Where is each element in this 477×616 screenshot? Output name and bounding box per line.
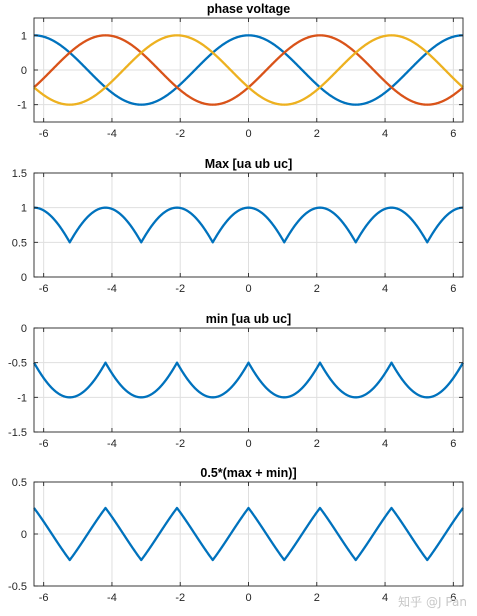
y-tick-label: -0.5 (8, 581, 27, 593)
x-tick-label: 0 (245, 592, 251, 604)
x-tick-label: -2 (175, 128, 185, 140)
y-tick-label: 0 (21, 323, 27, 335)
series-line-1 (33, 361, 464, 399)
y-tick-label: 1.5 (12, 168, 27, 180)
chart-panel-2: -6 -4 -2 0 2 4 6 0 0.5 1 1.5 Max [ua ub uc] (12, 157, 464, 295)
x-tick-label: -2 (175, 283, 185, 295)
x-tick-label: 0 (245, 438, 251, 450)
y-tick-label: 0.5 (12, 477, 27, 489)
chart-title: min [ua ub uc] (206, 312, 291, 326)
x-tick-label: 0 (245, 283, 251, 295)
y-tick-label: -0.5 (8, 358, 27, 370)
x-tick-label: -4 (107, 283, 117, 295)
chart-title: 0.5*(max + min)] (200, 466, 296, 480)
y-tick-label: -1 (17, 100, 27, 112)
x-tick-label: 6 (450, 128, 456, 140)
chart-title: Max [ua ub uc] (205, 157, 293, 171)
x-tick-label: 2 (314, 283, 320, 295)
x-tick-label: 0 (245, 128, 251, 140)
x-tick-label: 6 (450, 283, 456, 295)
x-tick-label: 2 (314, 592, 320, 604)
x-tick-label: -2 (175, 438, 185, 450)
x-tick-label: 6 (450, 438, 456, 450)
chart-title: phase voltage (207, 2, 290, 16)
chart-panel-3: -6 -4 -2 0 2 4 6 -1.5 -1 -0.5 0 min [ua ub uc] (8, 312, 464, 450)
y-tick-label: 1 (21, 30, 27, 42)
x-tick-label: 4 (382, 438, 388, 450)
watermark: 知乎 @J Pan (398, 595, 467, 609)
chart-panel-1: -6 -4 -2 0 2 4 6 -1 0 1 phase voltage (17, 2, 464, 140)
y-tick-label: 0 (21, 65, 27, 77)
x-tick-label: -4 (107, 128, 117, 140)
x-tick-label: -6 (39, 592, 49, 604)
x-tick-label: 4 (382, 283, 388, 295)
y-tick-label: 0.5 (12, 237, 27, 249)
x-tick-label: -6 (39, 128, 49, 140)
x-tick-label: -6 (39, 438, 49, 450)
y-tick-label: 0 (21, 272, 27, 284)
x-tick-label: -4 (107, 438, 117, 450)
x-tick-label: 6 (450, 592, 456, 604)
y-tick-label: 0 (21, 529, 27, 541)
x-tick-label: -4 (107, 592, 117, 604)
y-tick-label: -1 (17, 392, 27, 404)
x-tick-label: -6 (39, 283, 49, 295)
y-tick-label: -1.5 (8, 427, 27, 439)
series-line-1 (33, 506, 464, 562)
x-tick-label: -2 (175, 592, 185, 604)
x-tick-label: 4 (382, 592, 388, 604)
series-line-3 (33, 34, 464, 106)
y-tick-label: 1 (21, 203, 27, 215)
series-line-1 (33, 206, 464, 244)
chart-panel-4: -6 -4 -2 0 2 4 6 -0.5 0 0.5 0.5*(max + min)] (8, 466, 464, 604)
x-tick-label: 4 (382, 128, 388, 140)
x-tick-label: 2 (314, 128, 320, 140)
x-tick-label: 2 (314, 438, 320, 450)
